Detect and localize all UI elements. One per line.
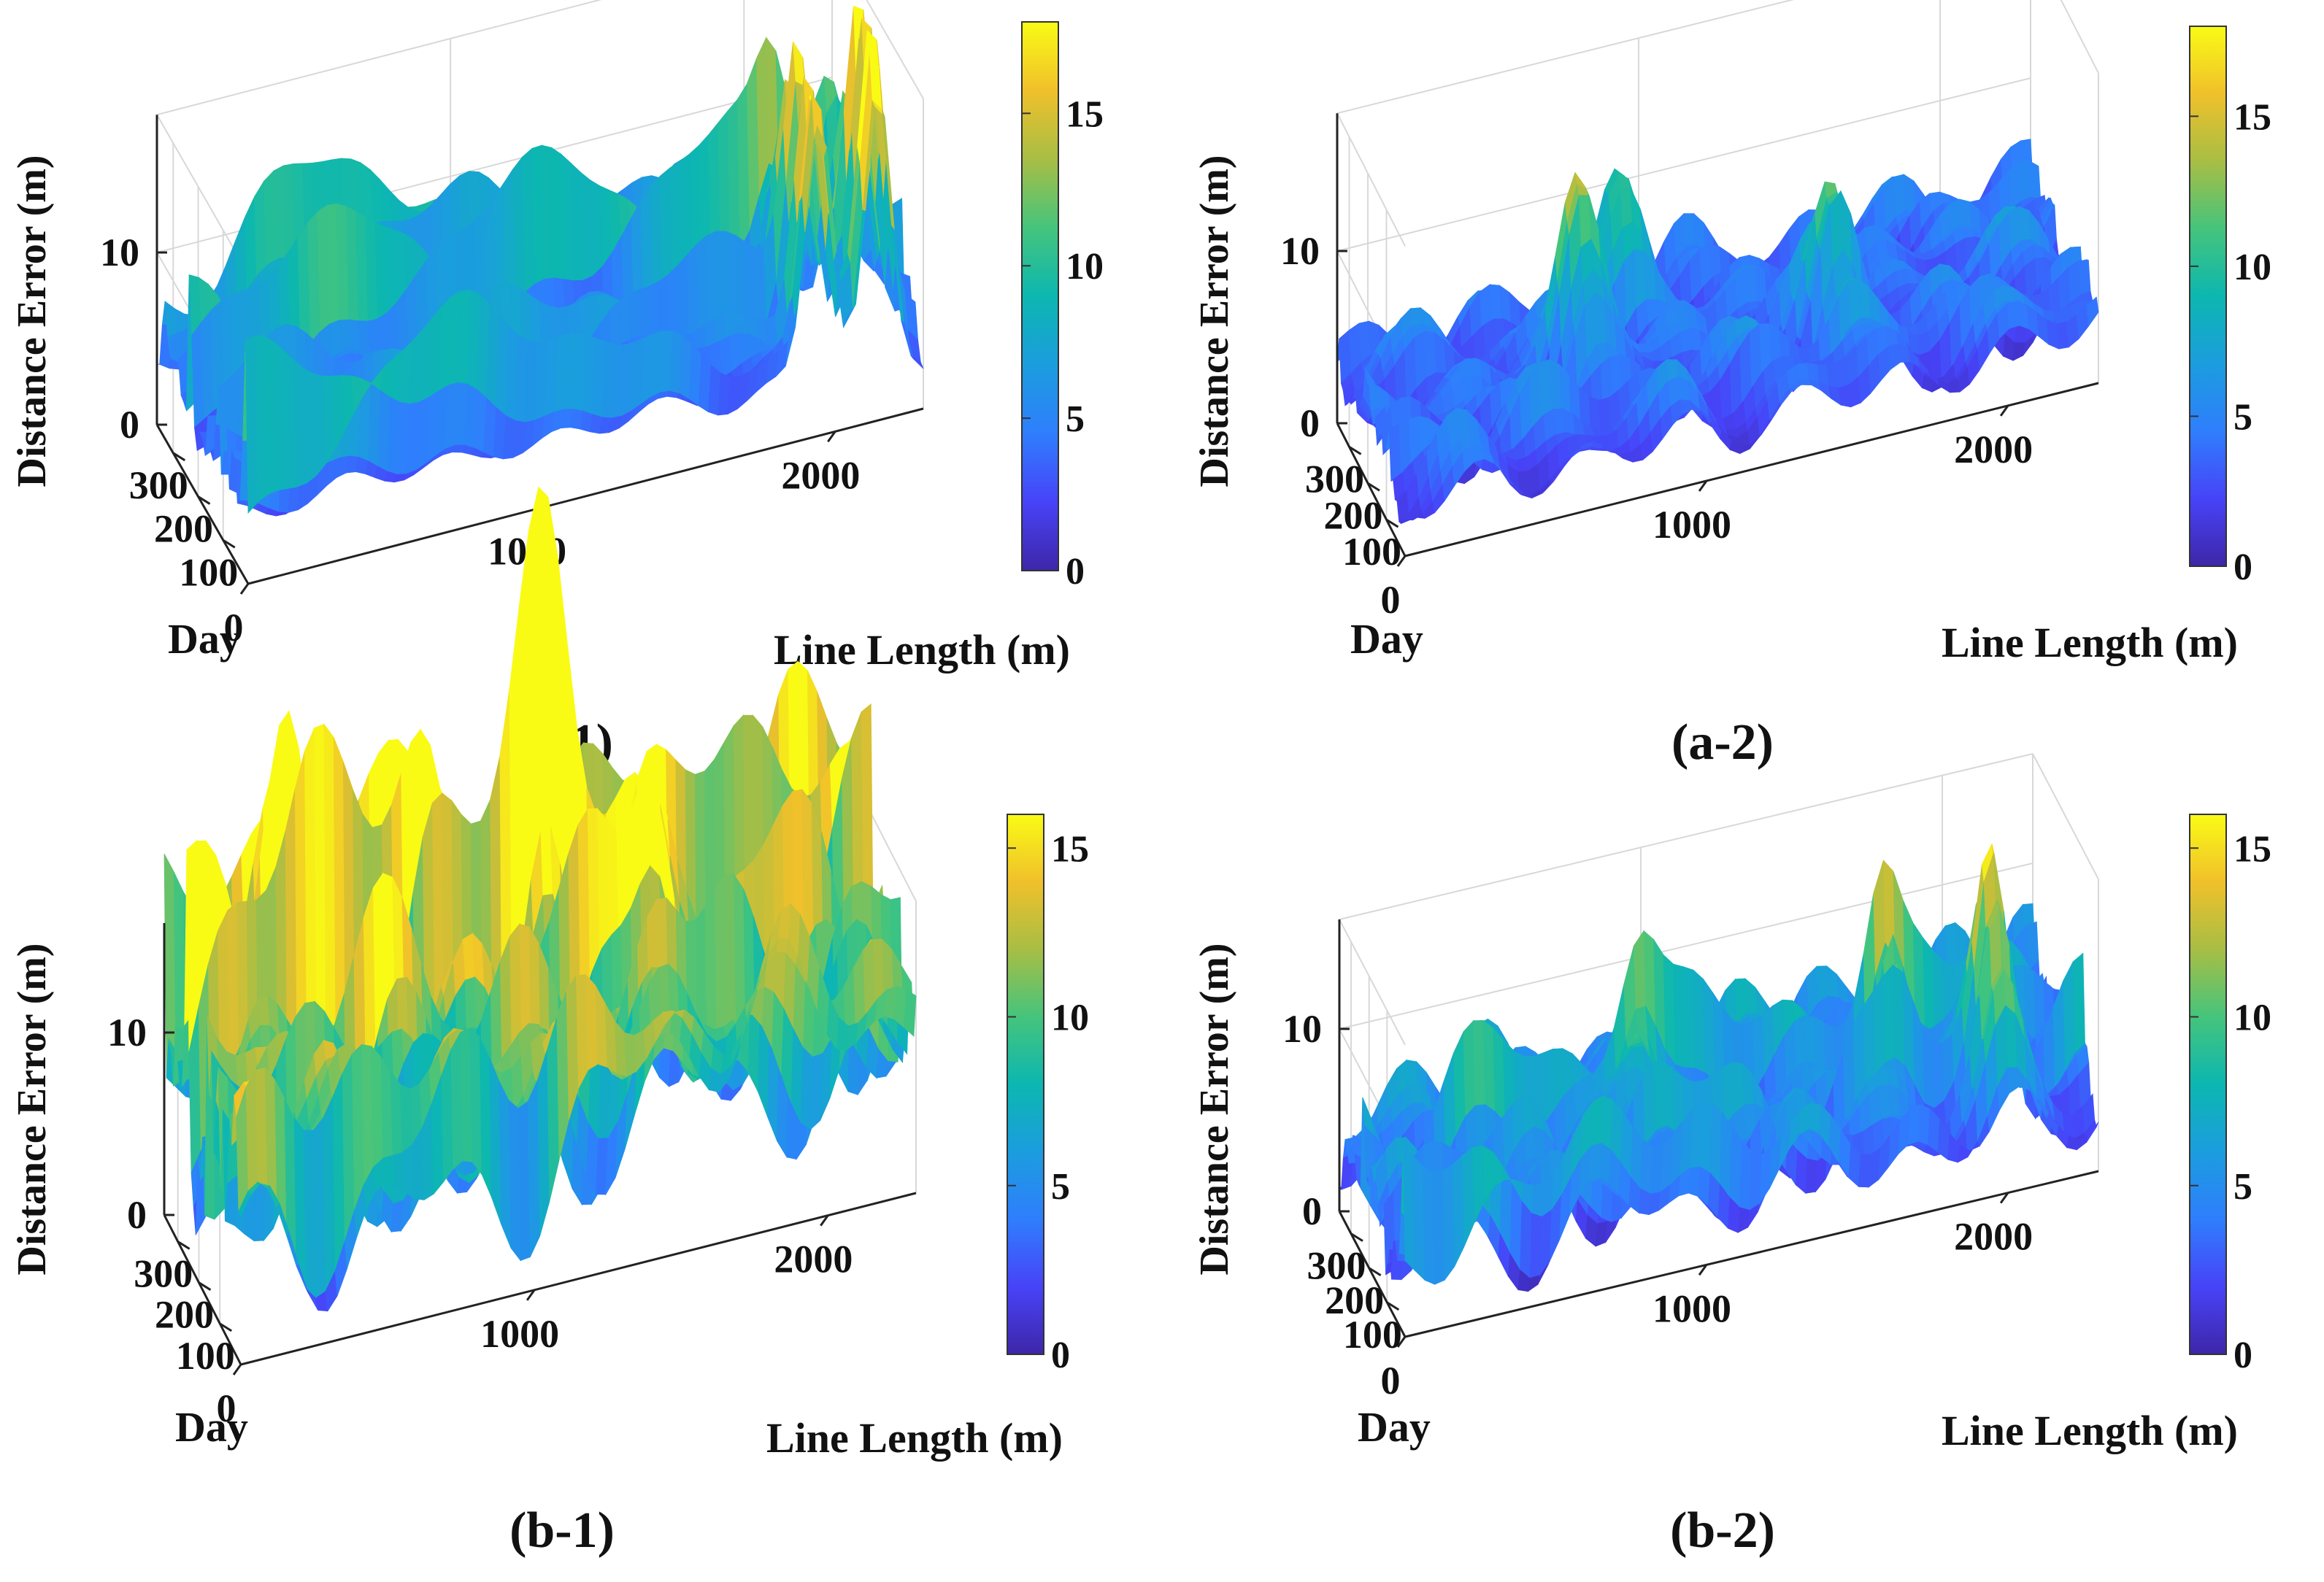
surface-patch: [1903, 174, 1917, 212]
colorbar-tick-label: 10: [2233, 247, 2271, 288]
colorbar-a-1: [1021, 21, 1059, 571]
x-tick-label: 1000: [1652, 503, 1731, 547]
surface-b-1: [163, 486, 917, 1312]
z-tick-label: 0: [120, 403, 139, 447]
y-tick-label: 200: [154, 507, 213, 551]
colorbar-tick-label: 0: [1066, 551, 1085, 593]
z-tick-label: 0: [1300, 401, 1320, 445]
y-tick-label: 300: [1305, 457, 1364, 501]
grid-line: [1336, 0, 1795, 115]
grid-line: [1336, 112, 1406, 247]
y-tick-label: 100: [179, 550, 238, 594]
colorbar-tick-label: 15: [1066, 93, 1104, 135]
surface-patch: [2012, 342, 2025, 361]
colorbar-a-2: [2189, 26, 2227, 567]
x-tick-label: 2000: [1954, 428, 2033, 471]
z-tick-label: 10: [1280, 229, 1320, 273]
colorbar-tick-label: 10: [1066, 246, 1104, 288]
colorbar-tick-label: 15: [2233, 96, 2271, 138]
surface-patch: [2028, 160, 2042, 200]
xlabel-a-1: Line Length (m): [774, 626, 1070, 674]
surface-a-1: [156, 5, 924, 517]
grid-line: [866, 0, 924, 99]
xlabel-a-2: Line Length (m): [1942, 619, 2238, 666]
grid-line: [2060, 0, 2099, 74]
colorbar-tick-label: 5: [2233, 396, 2252, 438]
colorbar-tick-label: 0: [2233, 547, 2252, 588]
zlabel-a-1: Distance Error (m): [9, 155, 55, 487]
grid-line: [156, 0, 602, 116]
x-tick-mark: [239, 583, 250, 595]
x-tick-label: 2000: [781, 453, 860, 497]
caption-a-2: (a-2): [1671, 714, 1774, 771]
ylabel-a-1: Day: [168, 615, 241, 663]
z-tick-label: 10: [100, 231, 139, 274]
y-tick-label: 300: [129, 463, 188, 507]
surface-patch: [2078, 260, 2091, 296]
zlabel-a-2: Distance Error (m): [1192, 155, 1237, 487]
ylabel-a-2: Day: [1350, 615, 1423, 663]
colorbar-tick-label: 5: [1066, 398, 1085, 440]
